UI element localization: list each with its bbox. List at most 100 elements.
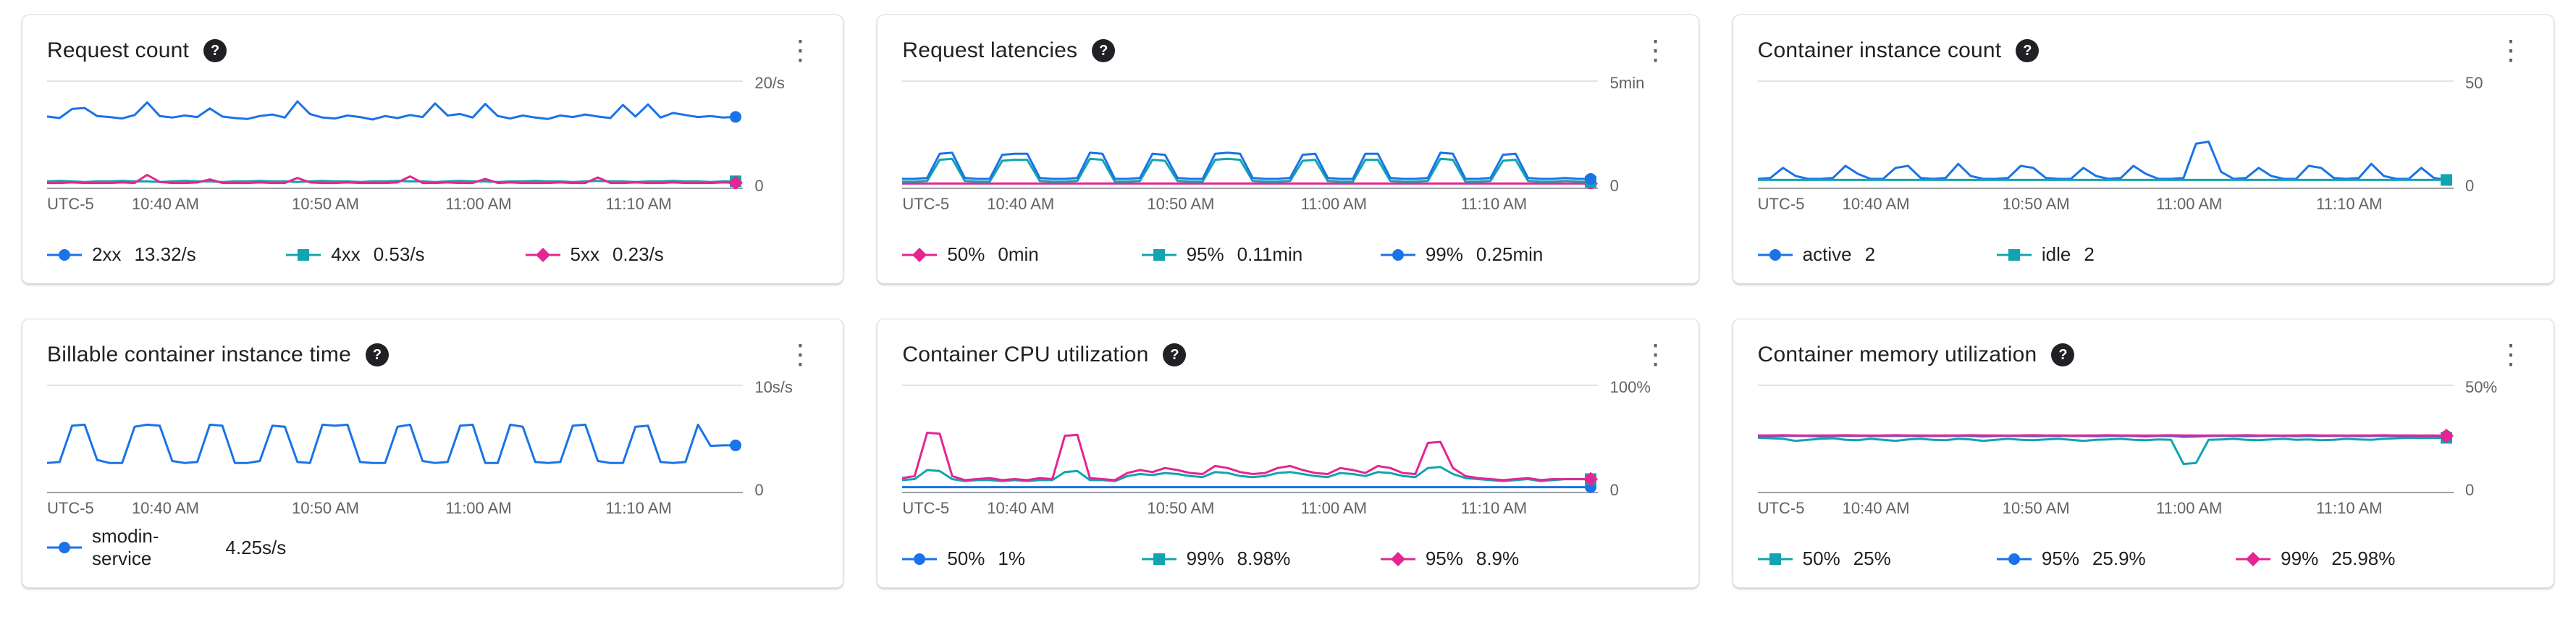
line-chart[interactable]: [902, 80, 1599, 189]
more-options-icon[interactable]: ⋮: [1641, 340, 1670, 370]
legend-label: 99%: [2281, 548, 2319, 569]
x-axis-tick-label: 11:10 AM: [2316, 499, 2383, 517]
x-axis-utc-label: UTC-5: [902, 499, 950, 517]
legend-label: 50%: [947, 243, 985, 265]
card-header: Request count ? ⋮: [47, 33, 818, 69]
more-options-icon[interactable]: ⋮: [2497, 340, 2525, 370]
legend-square-marker-icon: [1757, 553, 1793, 565]
y-axis-min-label: 0: [754, 481, 764, 499]
y-axis-max-label: 50%: [2465, 378, 2498, 396]
legend-item[interactable]: 95% 0.11min: [1141, 243, 1381, 266]
series-end-circle-marker: [730, 111, 741, 123]
more-options-icon[interactable]: ⋮: [786, 35, 815, 66]
chart-area: 50 0 UTC-5 10:40 AM 10:50 AM 11:00 AM 11:10 …: [1757, 74, 2529, 215]
x-axis-labels: UTC-5 10:40 AM 10:50 AM 11:00 AM 11:10 AM: [47, 493, 743, 519]
help-icon[interactable]: ?: [1092, 39, 1116, 62]
legend-label: 4xx: [331, 243, 361, 265]
legend-label: 99%: [1186, 548, 1224, 569]
chart-area: 100% 0 UTC-5 10:40 AM 10:50 AM 11:00 AM 11:1…: [902, 378, 1673, 519]
line-chart[interactable]: [1757, 80, 2454, 189]
legend-item[interactable]: 95% 25.9%: [1996, 548, 2236, 570]
x-axis-utc-label: UTC-5: [902, 195, 950, 213]
y-axis-min-label: 0: [754, 177, 764, 195]
legend-circle-marker-icon: [47, 542, 82, 553]
more-options-icon[interactable]: ⋮: [786, 340, 815, 370]
y-axis-max-label: 10s/s: [754, 378, 793, 396]
legend-diamond-marker-icon: [1380, 551, 1415, 566]
legend-item[interactable]: 99% 25.98%: [2236, 548, 2475, 570]
legend-item[interactable]: 99% 0.25min: [1380, 243, 1620, 266]
legend-label: idle: [2041, 243, 2071, 265]
y-axis-max-label: 50: [2465, 74, 2483, 92]
card-title: Container CPU utilization: [902, 343, 1149, 366]
legend-value: 4.25s/s: [225, 536, 287, 558]
x-axis-labels: UTC-5 10:40 AM 10:50 AM 11:00 AM 11:10 AM: [47, 189, 743, 215]
legend-value: 1%: [998, 548, 1025, 569]
help-icon[interactable]: ?: [2051, 343, 2075, 366]
chart-legend: smodin-service 4.25s/s: [47, 525, 818, 571]
legend-value: 13.32/s: [134, 243, 196, 265]
chart-legend: active 2 idle 2: [1757, 243, 2529, 267]
series-end-square-marker: [2440, 174, 2452, 186]
x-axis-tick-label: 10:40 AM: [131, 499, 199, 517]
x-axis-tick-label: 10:50 AM: [2002, 195, 2070, 213]
line-chart[interactable]: [47, 80, 743, 189]
legend-square-marker-icon: [286, 248, 321, 261]
line-chart[interactable]: [1757, 385, 2454, 493]
card-request-count: Request count ? ⋮ 20/s 0 UTC-5 10:40 AM 10…: [22, 14, 844, 284]
legend-item[interactable]: 2xx 13.32/s: [47, 243, 286, 266]
x-axis-tick-label: 10:40 AM: [987, 195, 1055, 213]
legend-label: 95%: [2041, 548, 2079, 569]
legend-item[interactable]: 50% 1%: [902, 548, 1141, 570]
card-title: Container instance count: [1757, 38, 2002, 62]
help-icon[interactable]: ?: [2016, 39, 2040, 62]
chart-legend: 50% 1% 99% 8.98% 95% 8.9%: [902, 548, 1673, 571]
legend-label: 50%: [947, 548, 985, 569]
legend-item[interactable]: idle 2: [1996, 243, 2236, 266]
card-header: Container instance count ? ⋮: [1758, 33, 2529, 69]
card-header: Container CPU utilization ? ⋮: [902, 337, 1673, 373]
x-axis-labels: UTC-5 10:40 AM 10:50 AM 11:00 AM 11:10 AM: [1758, 493, 2454, 519]
card-container-instance-count: Container instance count ? ⋮ 50 0 UTC-5 1…: [1732, 14, 2554, 284]
legend-item[interactable]: smodin-service 4.25s/s: [47, 525, 286, 570]
more-options-icon[interactable]: ⋮: [1641, 35, 1670, 66]
legend-item[interactable]: 50% 25%: [1757, 548, 1997, 570]
legend-value: 0.11min: [1237, 243, 1303, 265]
legend-value: 2: [1864, 243, 1876, 265]
x-axis-utc-label: UTC-5: [1757, 499, 1805, 517]
legend-item[interactable]: 5xx 0.23/s: [525, 243, 765, 266]
x-axis-tick-label: 11:00 AM: [445, 499, 512, 517]
legend-circle-marker-icon: [1757, 248, 1793, 261]
x-axis-utc-label: UTC-5: [47, 499, 94, 517]
legend-value: 8.98%: [1237, 548, 1291, 569]
chart-area: 5min 0 UTC-5 10:40 AM 10:50 AM 11:00 AM 11:1…: [902, 74, 1673, 215]
x-axis-tick-label: 11:00 AM: [445, 195, 512, 213]
card-header: Billable container instance time ? ⋮: [47, 337, 818, 373]
metrics-dashboard: Request count ? ⋮ 20/s 0 UTC-5 10:40 AM 10…: [22, 14, 2554, 588]
x-axis-labels: UTC-5 10:40 AM 10:50 AM 11:00 AM 11:10 AM: [902, 493, 1598, 519]
help-icon[interactable]: ?: [203, 39, 227, 62]
legend-item[interactable]: 99% 8.98%: [1141, 548, 1381, 570]
x-axis-tick-label: 11:10 AM: [605, 195, 672, 213]
legend-item[interactable]: 4xx 0.53/s: [286, 243, 525, 266]
x-axis-tick-label: 10:50 AM: [1147, 195, 1215, 213]
help-icon[interactable]: ?: [365, 343, 389, 366]
x-axis-tick-label: 10:40 AM: [1842, 195, 1910, 213]
legend-item[interactable]: 95% 8.9%: [1380, 548, 1620, 570]
series-end-circle-marker: [730, 439, 741, 451]
x-axis-tick-label: 10:50 AM: [1147, 499, 1215, 517]
legend-square-marker-icon: [1141, 248, 1177, 261]
line-chart[interactable]: [902, 385, 1599, 493]
more-options-icon[interactable]: ⋮: [2497, 35, 2525, 66]
legend-item[interactable]: 50% 0min: [902, 243, 1141, 266]
series-end-circle-marker: [1585, 173, 1597, 185]
chart-legend: 2xx 13.32/s 4xx 0.53/s 5xx 0.23/s: [47, 243, 818, 267]
legend-item[interactable]: active 2: [1757, 243, 1997, 266]
chart-legend: 50% 0min 95% 0.11min 99% 0.25min: [902, 243, 1673, 267]
legend-label: 95%: [1425, 548, 1463, 569]
help-icon[interactable]: ?: [1163, 343, 1187, 366]
x-axis-tick-label: 10:40 AM: [131, 195, 199, 213]
y-axis-min-label: 0: [2465, 177, 2475, 195]
legend-label: 95%: [1186, 243, 1224, 265]
line-chart[interactable]: [47, 385, 743, 493]
